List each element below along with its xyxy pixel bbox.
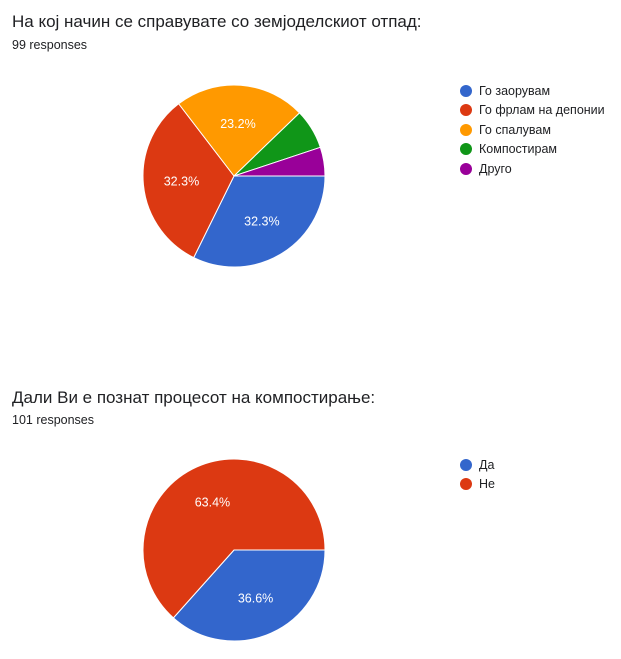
- slice-data-label: 23.2%: [220, 117, 255, 131]
- pie-slice[interactable]: [233, 146, 326, 177]
- legend-item[interactable]: Го заорувам: [460, 81, 605, 101]
- pie-chart: 32.3% 32.3% 23.2%: [142, 84, 326, 268]
- pie-slice[interactable]: [142, 458, 326, 619]
- legend-label: Го спалувам: [479, 122, 551, 137]
- legend: Да Не: [460, 455, 495, 494]
- slice-data-label: 32.3%: [164, 175, 199, 189]
- slice-data-label: 36.6%: [238, 592, 273, 606]
- pie-slice[interactable]: [142, 103, 235, 259]
- legend-label: Не: [479, 477, 495, 492]
- legend-swatch-icon: [460, 478, 472, 491]
- legend-label: Го заорувам: [479, 83, 551, 98]
- chart-waste-handling: На кој начин се справувате со земјоделск…: [12, 12, 605, 268]
- legend-swatch-icon: [460, 143, 472, 156]
- chart-title: На кој начин се справувате со земјоделск…: [12, 12, 422, 31]
- response-count: 101 responses: [12, 413, 95, 427]
- pie-slice[interactable]: [193, 175, 326, 268]
- pie-chart: 36.6% 63.4%: [142, 458, 326, 642]
- chart-composting-awareness: Дали Ви е познат процесот на компостирањ…: [0, 375, 621, 659]
- legend-item[interactable]: Го спалувам: [460, 120, 605, 140]
- pie-slice[interactable]: [172, 549, 326, 642]
- legend-swatch-icon: [460, 104, 472, 117]
- slice-data-label: 63.4%: [195, 495, 230, 509]
- legend-label: Компостирам: [479, 142, 558, 157]
- legend: Го заорувам Го фрлам на депонии Го спалу…: [460, 81, 605, 179]
- chart-title: Дали Ви е познат процесот на компостирањ…: [12, 388, 376, 407]
- slice-data-label: 32.3%: [244, 214, 279, 228]
- legend-swatch-icon: [460, 123, 472, 136]
- legend-label: Да: [479, 457, 495, 472]
- legend-item[interactable]: Да: [460, 455, 495, 475]
- legend-item[interactable]: Го фрлам на депонии: [460, 101, 605, 121]
- legend-swatch-icon: [460, 458, 472, 471]
- legend-label: Го фрлам на депонии: [479, 103, 605, 118]
- legend-item[interactable]: Друго: [460, 159, 605, 179]
- legend-swatch-icon: [460, 162, 472, 175]
- legend-label: Друго: [479, 161, 512, 176]
- legend-swatch-icon: [460, 84, 472, 97]
- response-count: 99 responses: [12, 38, 88, 52]
- legend-item[interactable]: Не: [460, 475, 495, 495]
- pie-slice[interactable]: [177, 84, 301, 177]
- legend-item[interactable]: Компостирам: [460, 140, 605, 160]
